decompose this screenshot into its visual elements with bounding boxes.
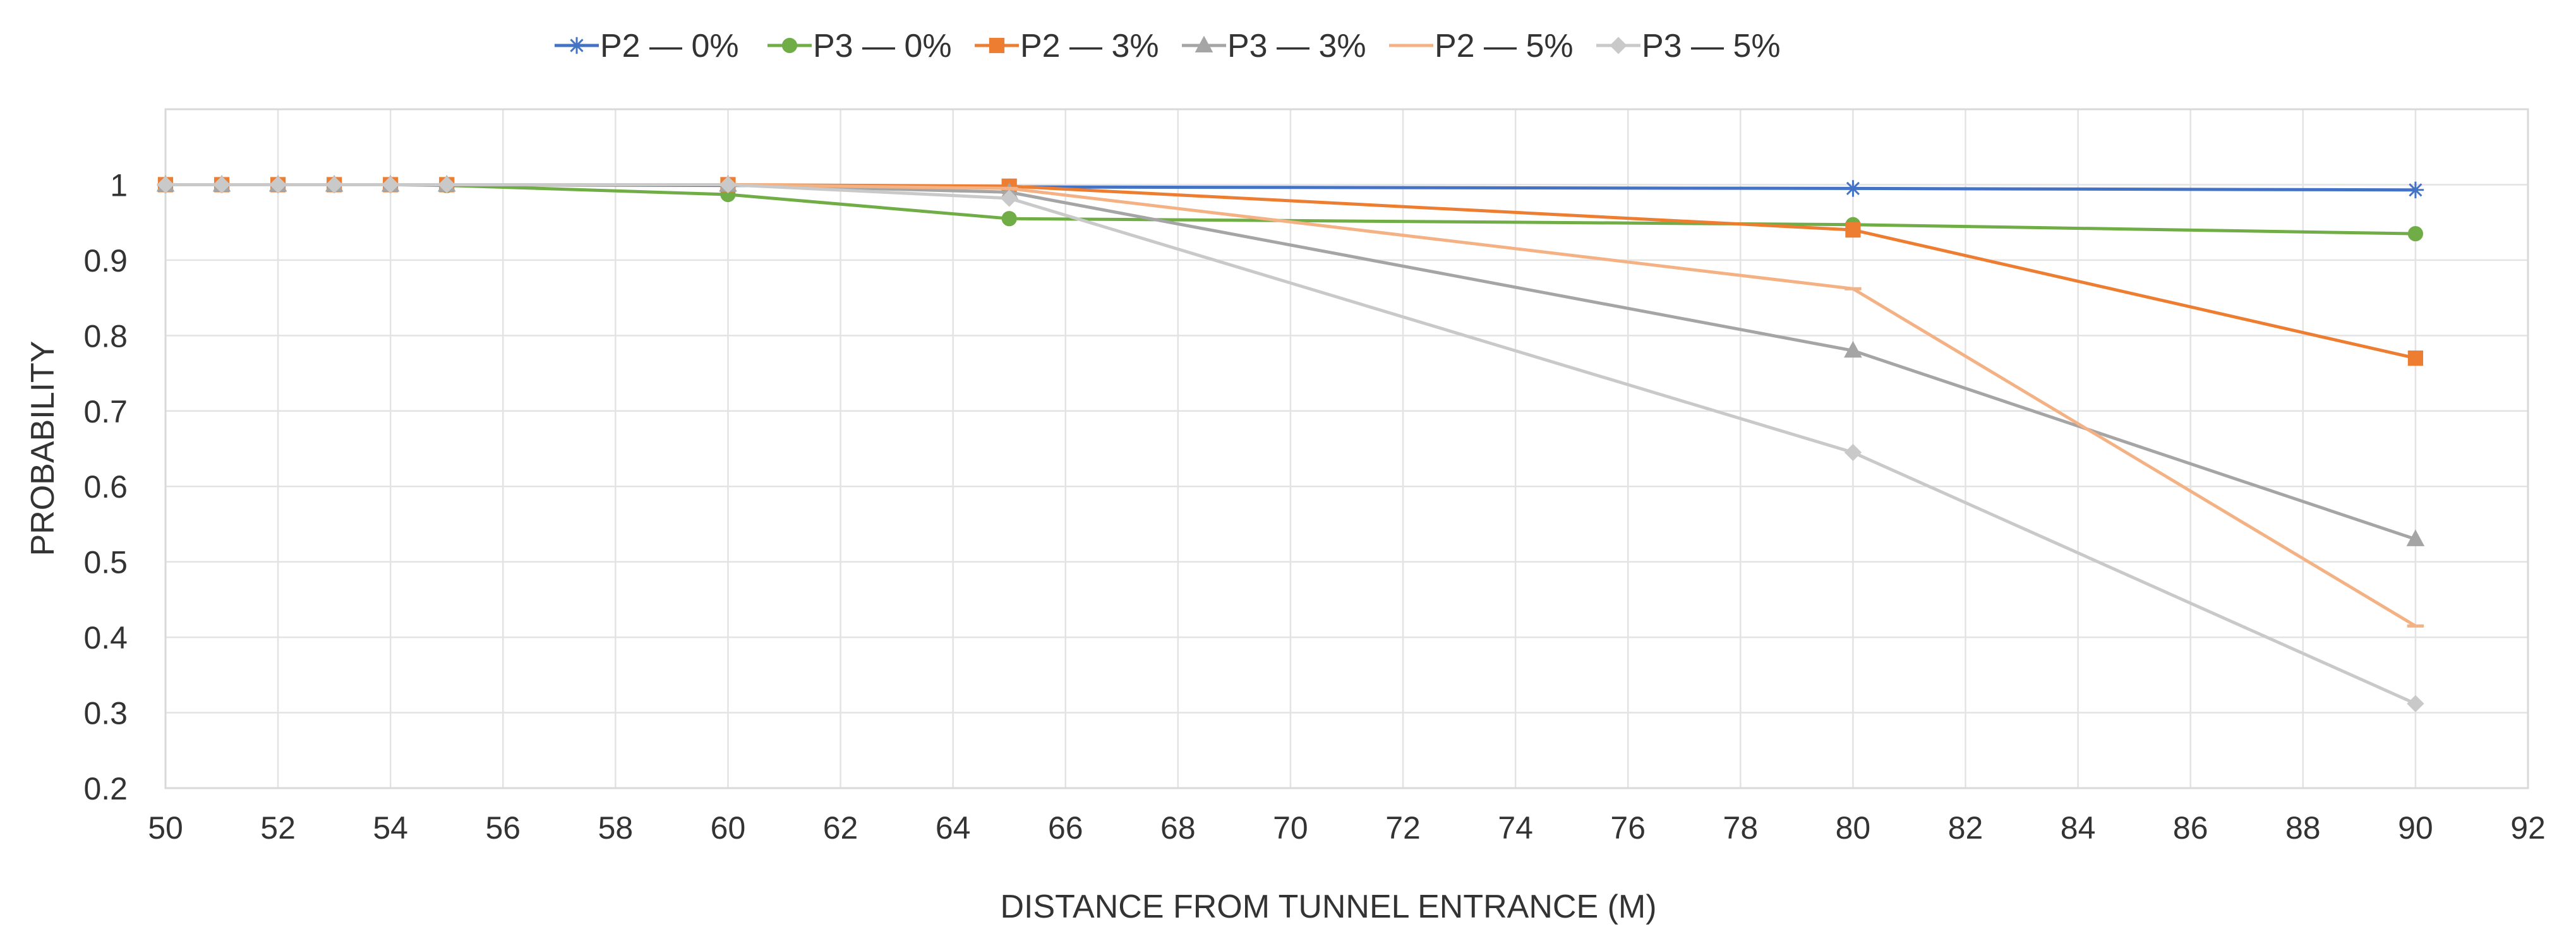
legend-label: P2 — 0% xyxy=(600,28,739,64)
y-axis-tick-labels: 0.2 0.3 0.4 0.5 0.6 0.7 0.8 0.9 1 xyxy=(83,167,128,806)
x-tick-label: 50 xyxy=(148,810,183,846)
x-tick-label: 80 xyxy=(1836,810,1871,846)
x-tick-label: 60 xyxy=(711,810,746,846)
y-tick-label: 0.7 xyxy=(83,394,128,429)
legend-label: P3 — 3% xyxy=(1227,28,1366,64)
legend-label: P2 — 3% xyxy=(1020,28,1159,64)
x-tick-label: 64 xyxy=(936,810,971,846)
diamond-marker xyxy=(719,176,737,194)
circle-marker xyxy=(781,37,798,54)
legend-item-p3-0[interactable]: P3 — 0% xyxy=(767,28,952,64)
x-tick-label: 68 xyxy=(1160,810,1196,846)
x-tick-label: 72 xyxy=(1385,810,1421,846)
legend-item-p2-5[interactable]: P2 — 5% xyxy=(1389,28,1574,64)
triangle-marker xyxy=(1844,340,1862,358)
plot-area-border xyxy=(164,108,2529,789)
diamond-marker xyxy=(157,176,174,194)
x-tick-label: 62 xyxy=(823,810,858,846)
diamond-marker xyxy=(213,176,231,194)
y-tick-label: 1 xyxy=(110,167,128,203)
x-tick-label: 86 xyxy=(2173,810,2208,846)
diamond-marker xyxy=(382,176,399,194)
legend-item-p3-3[interactable]: P3 — 3% xyxy=(1182,28,1366,64)
x-tick-label: 88 xyxy=(2285,810,2321,846)
triangle-marker xyxy=(1195,35,1213,52)
star-marker xyxy=(2407,181,2424,199)
diamond-marker xyxy=(1001,189,1018,207)
diamond-marker xyxy=(1844,443,1862,462)
x-tick-label: 90 xyxy=(2398,810,2433,846)
diamond-marker xyxy=(2407,695,2424,712)
series-layer xyxy=(156,175,2425,712)
y-tick-label: 0.8 xyxy=(83,318,128,354)
series-line xyxy=(166,183,2416,705)
legend-label: P3 — 5% xyxy=(1642,28,1781,64)
star-marker xyxy=(1845,180,1862,197)
circle-marker xyxy=(2407,225,2424,242)
diamond-marker xyxy=(325,176,343,194)
x-tick-label: 54 xyxy=(373,810,408,846)
y-tick-label: 0.6 xyxy=(83,469,128,505)
y-tick-label: 0.3 xyxy=(83,696,128,731)
y-tick-label: 0.5 xyxy=(83,545,128,580)
square-marker xyxy=(1845,222,1861,238)
y-axis-title: PROBABILITY xyxy=(25,341,61,556)
x-tick-label: 74 xyxy=(1498,810,1533,846)
square-marker xyxy=(989,37,1005,54)
x-tick-label: 58 xyxy=(598,810,634,846)
legend: P2 — 0% P3 — 0% P2 — 3% P3 — 3% P2 — 5% P3 — … xyxy=(555,28,1781,64)
circle-marker xyxy=(1001,211,1017,227)
series-p3-5 xyxy=(157,176,2424,712)
legend-item-p3-5[interactable]: P3 — 5% xyxy=(1596,28,1781,64)
x-axis-title: DISTANCE FROM TUNNEL ENTRANCE (M) xyxy=(1000,889,1656,925)
legend-item-p2-3[interactable]: P2 — 3% xyxy=(975,28,1159,64)
x-tick-label: 56 xyxy=(485,810,521,846)
gridlines xyxy=(164,109,2529,789)
square-marker xyxy=(2407,350,2424,366)
x-tick-label: 92 xyxy=(2510,810,2546,846)
x-tick-label: 78 xyxy=(1723,810,1759,846)
diamond-marker xyxy=(438,176,455,194)
diamond-marker xyxy=(269,176,287,194)
legend-item-p2-0[interactable]: P2 — 0% xyxy=(555,28,739,64)
x-tick-label: 66 xyxy=(1048,810,1083,846)
legend-label: P3 — 0% xyxy=(813,28,952,64)
x-tick-label: 70 xyxy=(1273,810,1308,846)
y-tick-label: 0.2 xyxy=(83,771,128,806)
diamond-marker xyxy=(1610,37,1627,54)
x-tick-label: 52 xyxy=(260,810,296,846)
x-tick-label: 76 xyxy=(1610,810,1646,846)
y-tick-label: 0.4 xyxy=(83,620,128,656)
y-tick-label: 0.9 xyxy=(83,243,128,278)
legend-label: P2 — 5% xyxy=(1435,28,1574,64)
x-tick-label: 82 xyxy=(1948,810,1983,846)
triangle-marker xyxy=(2406,529,2425,546)
x-tick-label: 84 xyxy=(2061,810,2096,846)
star-marker xyxy=(568,37,586,54)
x-axis-tick-labels: 50 52 54 56 58 60 62 64 66 68 70 72 74 76 78 80 82 84 86 88… xyxy=(148,810,2546,846)
